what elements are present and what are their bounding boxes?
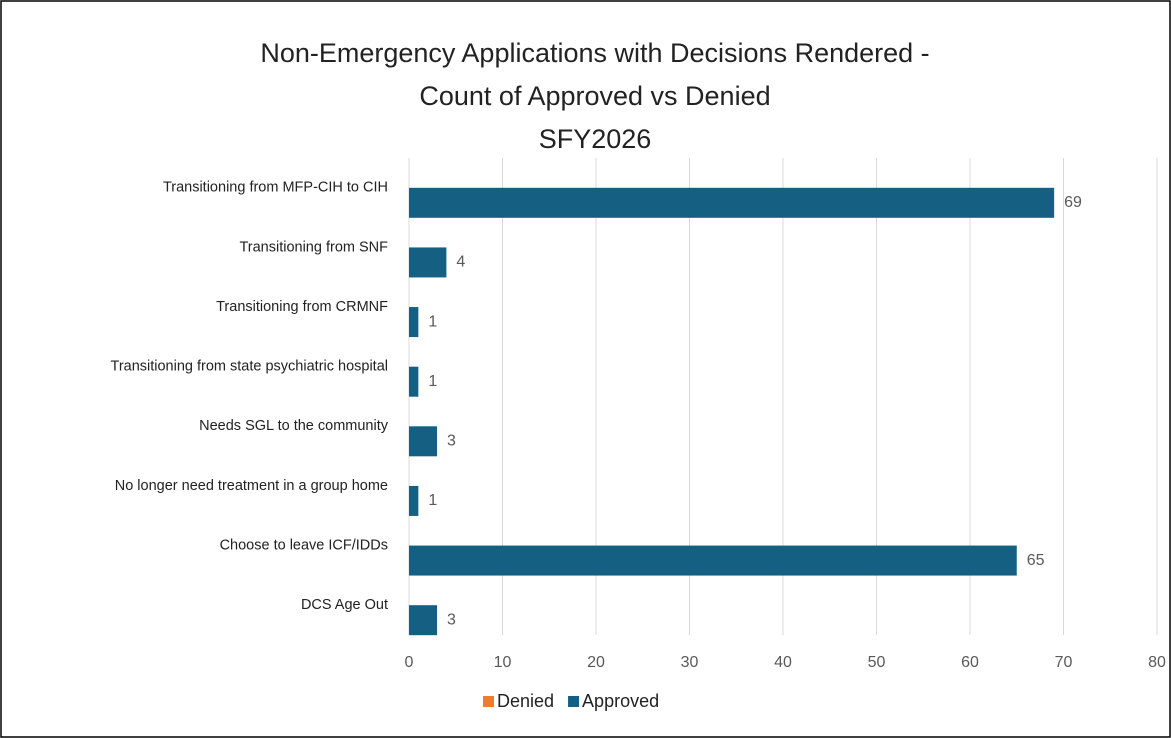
x-tick-label: 20 [587,654,605,671]
bar [409,426,438,457]
x-tick-label: 80 [1148,654,1166,671]
bar [409,247,447,278]
legend-label: Approved [582,691,659,711]
legend-swatch [483,696,494,707]
data-label: 3 [447,433,456,450]
bar [409,187,1055,218]
y-tick-label: Transitioning from CRMNF [216,299,388,315]
y-tick-label: Transitioning from SNF [239,239,388,255]
chart-title: Count of Approved vs Denied [419,81,770,111]
x-tick-label: 30 [681,654,699,671]
data-label: 65 [1027,552,1045,569]
y-tick-label: Choose to leave ICF/IDDs [220,537,388,553]
data-label: 1 [428,492,437,509]
data-label: 1 [428,373,437,390]
x-tick-label: 70 [1055,654,1073,671]
data-label: 69 [1064,194,1082,211]
x-tick-label: 60 [961,654,979,671]
chart-title: SFY2026 [539,124,652,154]
y-tick-label: No longer need treatment in a group home [115,478,388,494]
legend-label: Denied [497,691,554,711]
x-tick-label: 50 [868,654,886,671]
x-tick-label: 10 [494,654,512,671]
y-tick-label: Transitioning from state psychiatric hos… [111,359,389,375]
y-tick-label: DCS Age Out [301,597,388,613]
x-tick-label: 0 [405,654,414,671]
data-label: 4 [456,254,465,271]
legend-swatch [568,696,580,707]
x-tick-label: 40 [774,654,792,671]
bar [409,545,1017,576]
chart-title: Non-Emergency Applications with Decision… [260,38,929,68]
bar [409,366,419,397]
bar [409,307,419,338]
bar [409,605,438,636]
y-tick-label: Needs SGL to the community [199,418,389,434]
y-tick-label: Transitioning from MFP-CIH to CIH [163,180,388,196]
bar [409,485,419,516]
data-label: 3 [447,611,456,628]
data-label: 1 [428,313,437,330]
